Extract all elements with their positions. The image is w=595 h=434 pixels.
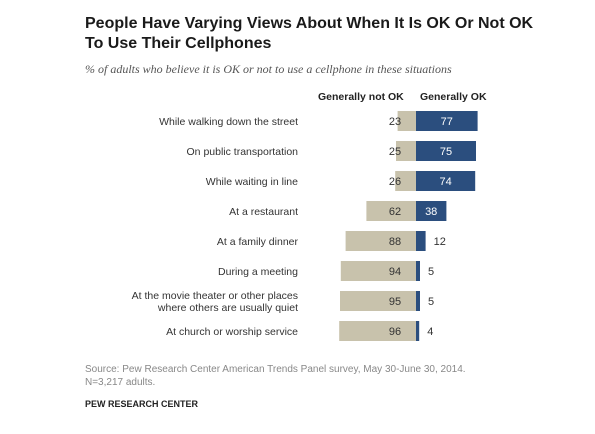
value-label-ok: 77 [441, 116, 453, 128]
source-note: Source: Pew Research Center American Tre… [85, 363, 525, 389]
source-line-2: N=3,217 adults. [85, 377, 156, 388]
bar-not-ok [396, 141, 416, 161]
bar-not-ok [340, 261, 416, 281]
legend-not-ok: Generally not OK [318, 91, 404, 103]
bar-not-ok [339, 321, 416, 341]
bar-ok [416, 111, 478, 131]
value-label-ok: 5 [428, 296, 434, 308]
legend-not-ok-label: Generally not OK [318, 91, 404, 103]
category-label: At a restaurant [229, 206, 298, 218]
value-label-not-ok: 25 [389, 146, 401, 158]
value-label-not-ok: 23 [389, 116, 401, 128]
value-label-not-ok: 96 [389, 326, 401, 338]
value-label-ok: 74 [439, 176, 451, 188]
bar-not-ok [366, 201, 416, 221]
category-label: At a family dinner [217, 236, 299, 248]
value-label-ok: 5 [428, 266, 434, 278]
value-label-not-ok: 88 [389, 236, 401, 248]
bar-not-ok [345, 231, 416, 251]
category-label: During a meeting [218, 266, 298, 278]
value-label-not-ok: 94 [389, 266, 401, 278]
value-label-ok: 75 [440, 146, 452, 158]
category-label: At the movie theater or other places wher… [132, 290, 298, 314]
value-label-not-ok: 95 [389, 296, 401, 308]
chart-title: People Have Varying Views About When It … [85, 15, 534, 52]
value-label-ok: 4 [427, 326, 433, 338]
category-label: While walking down the street [159, 116, 298, 128]
bar-not-ok [397, 111, 416, 131]
value-label-not-ok: 62 [389, 206, 401, 218]
value-label-not-ok: 26 [389, 176, 401, 188]
bar-ok [416, 141, 476, 161]
legend-ok: Generally OK [420, 91, 487, 103]
category-label: At church or worship service [166, 326, 298, 338]
legend-ok-label: Generally OK [420, 91, 487, 103]
value-label-ok: 12 [434, 236, 446, 248]
category-label: On public transportation [187, 146, 299, 158]
bar-ok [416, 261, 420, 281]
credit-label: PEW RESEARCH CENTER [85, 399, 199, 409]
bar-ok [416, 321, 420, 341]
value-label-ok: 38 [425, 206, 437, 218]
bar-ok [416, 201, 447, 221]
bar-ok [416, 231, 426, 251]
category-label: While waiting in line [206, 176, 298, 188]
bar-not-ok [395, 171, 416, 191]
bar-not-ok [340, 291, 416, 311]
bar-ok [416, 171, 476, 191]
chart-subtitle: % of adults who believe it is OK or not … [85, 62, 452, 76]
bar-ok [416, 291, 420, 311]
source-line-1: Source: Pew Research Center American Tre… [85, 364, 466, 375]
